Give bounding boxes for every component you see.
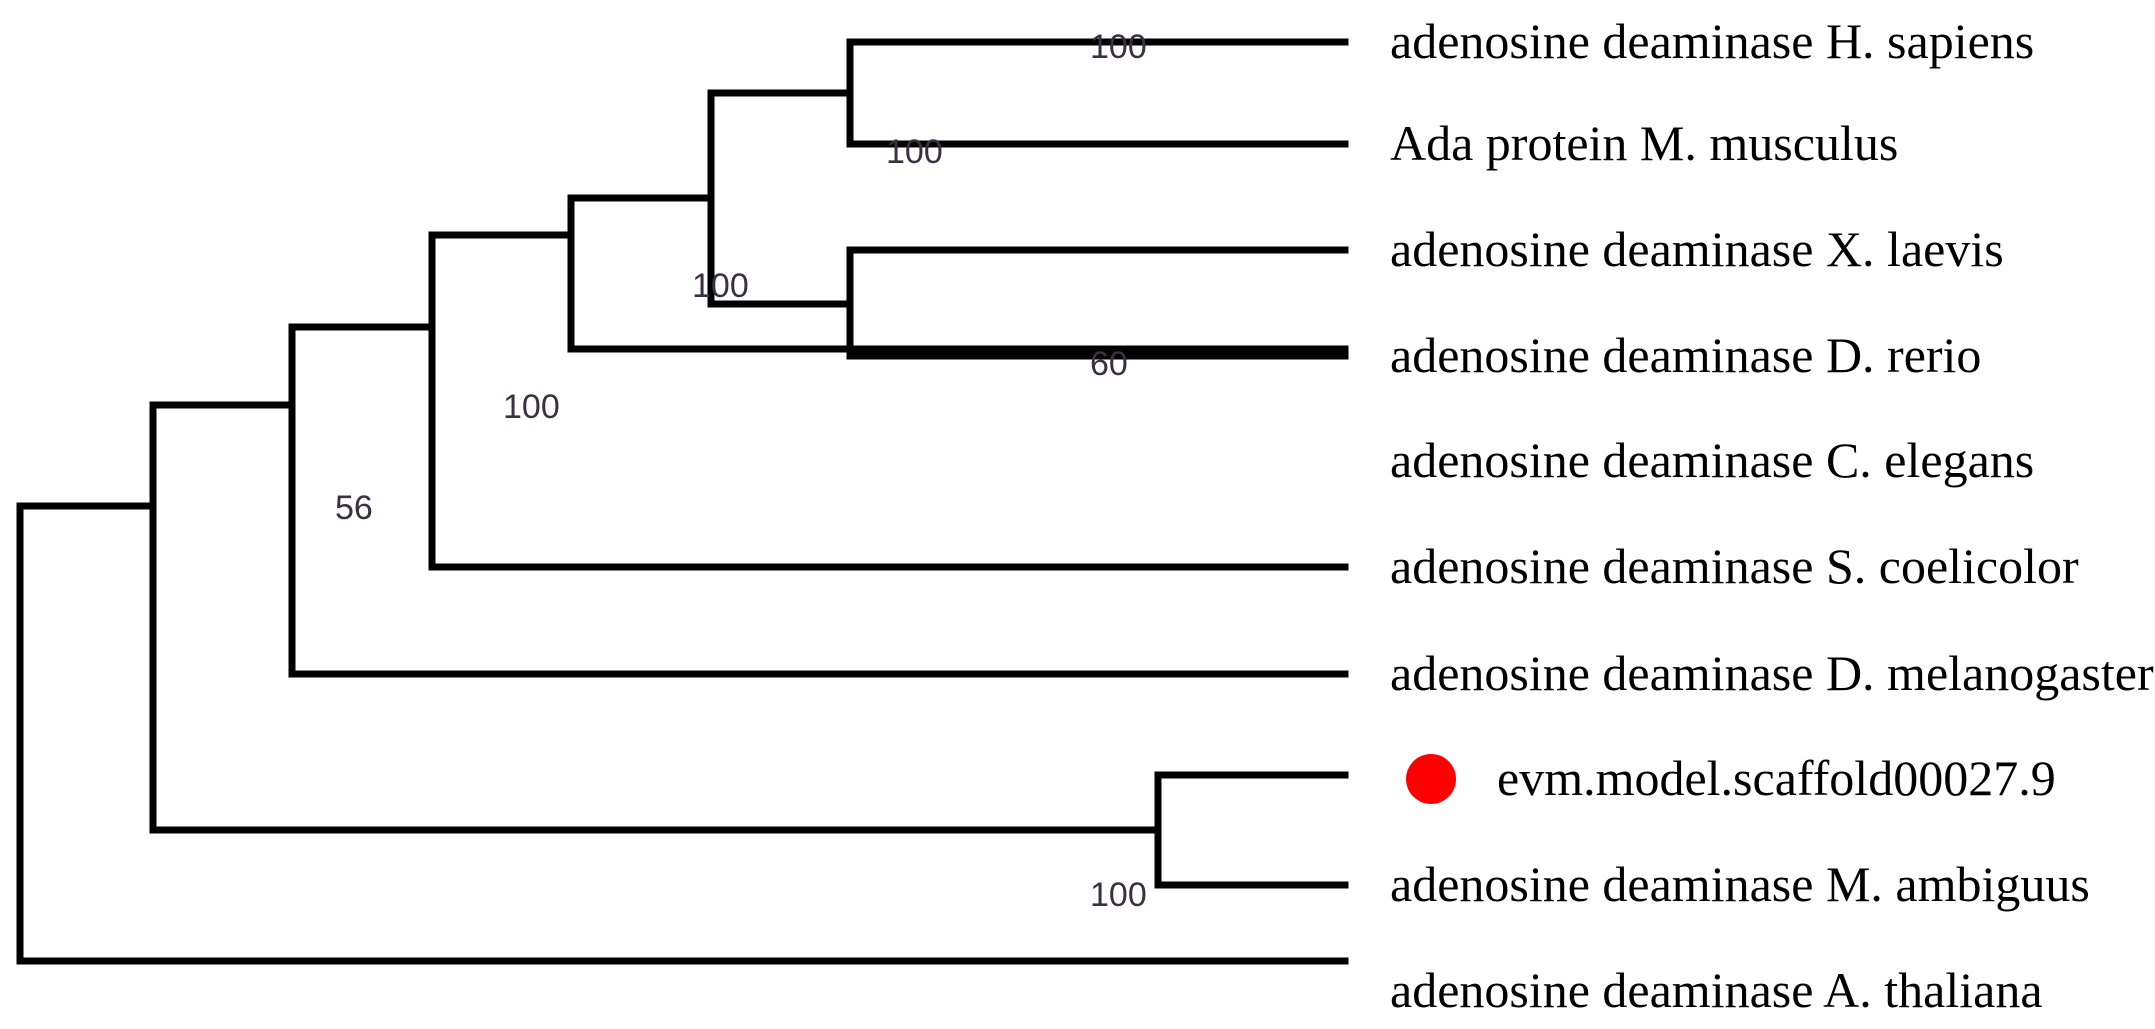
branch-root [16, 502, 1349, 965]
taxon-label-h-sapiens: adenosine deaminase H. sapiens [1390, 13, 2034, 69]
taxon-label-c-elegans: adenosine deaminase C. elegans [1390, 432, 2034, 488]
tree-branches [16, 38, 1349, 965]
taxon-label-x-laevis: adenosine deaminase X. laevis [1390, 221, 2004, 277]
branch-vertebrates [707, 89, 854, 308]
branch-hsap-mmus [846, 38, 1349, 148]
support-with-dmel: 56 [335, 489, 373, 527]
support-with-scoe: 100 [503, 388, 560, 426]
support-vertebrates: 100 [886, 133, 943, 171]
taxon-label-a-thaliana: adenosine deaminase A. thaliana [1390, 962, 2043, 1018]
branch-xlae-drer [846, 246, 1349, 360]
support-values: 100 60 100 100 100 56 100 [335, 28, 1147, 914]
taxon-label-d-rerio: adenosine deaminase D. rerio [1390, 327, 1981, 383]
highlight-marker-icon [1406, 754, 1456, 804]
support-hsap-mmus: 100 [1090, 28, 1147, 66]
branch-with-cele [567, 194, 1349, 353]
support-xlae-drer: 60 [1090, 345, 1128, 383]
support-with-cele: 100 [692, 267, 749, 305]
branch-evm-mamb [1154, 771, 1349, 889]
branch-with-dmel [288, 323, 1349, 678]
taxon-labels: adenosine deaminase H. sapiens Ada prote… [1390, 13, 2154, 1018]
taxon-label-d-melanogaster: adenosine deaminase D. melanogaster [1390, 645, 2154, 701]
taxon-label-m-musculus: Ada protein M. musculus [1390, 115, 1898, 171]
taxon-label-m-ambiguus: adenosine deaminase M. ambiguus [1390, 856, 2090, 912]
taxon-label-s-coelicolor: adenosine deaminase S. coelicolor [1390, 538, 2079, 594]
taxon-label-evm-model: evm.model.scaffold00027.9 [1497, 750, 2056, 806]
support-evm-mamb: 100 [1090, 876, 1147, 914]
branch-ingroup [149, 401, 1162, 834]
branch-with-scoe [428, 231, 1349, 571]
